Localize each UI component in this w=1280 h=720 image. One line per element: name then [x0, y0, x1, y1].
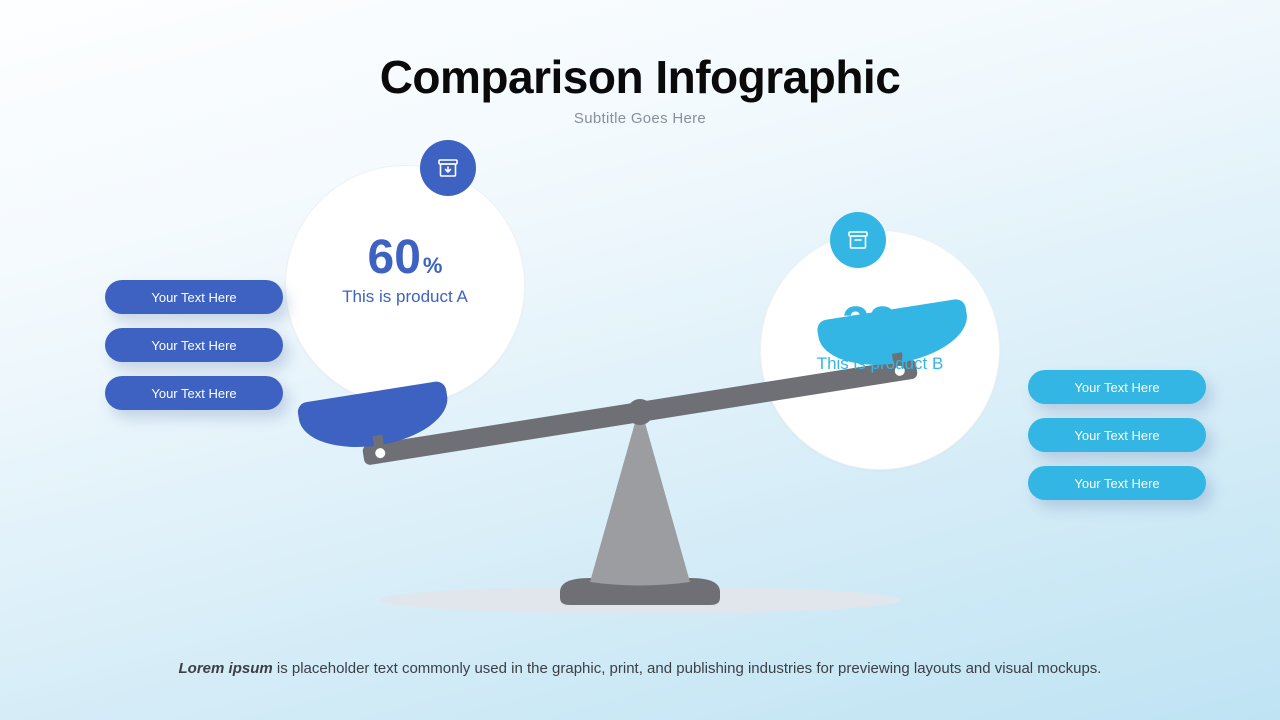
product-a-value: 60 — [368, 230, 421, 285]
footer-caption: Lorem ipsum is placeholder text commonly… — [0, 658, 1280, 681]
product-b-percent: % — [898, 320, 918, 345]
archive-icon — [846, 228, 870, 252]
product-a-metric: 60% This is product A — [285, 230, 525, 307]
pill-button[interactable]: Your Text Here — [1028, 466, 1206, 500]
page-title: Comparison Infographic — [0, 50, 1280, 104]
pill-button[interactable]: Your Text Here — [105, 280, 283, 314]
footer-lead: Lorem ipsum — [179, 660, 273, 677]
product-b-value: 33 — [843, 297, 896, 352]
page-subtitle: Subtitle Goes Here — [0, 110, 1280, 127]
product-b-badge — [830, 212, 886, 268]
infographic-stage: 60% This is product A 33% This is produc… — [0, 140, 1280, 600]
pill-button[interactable]: Your Text Here — [1028, 418, 1206, 452]
product-a-badge — [420, 140, 476, 196]
archive-download-icon — [436, 156, 460, 180]
scale-cone — [590, 405, 690, 586]
product-a-label: This is product A — [285, 287, 525, 307]
footer-rest: is placeholder text commonly used in the… — [273, 660, 1102, 677]
pill-button[interactable]: Your Text Here — [105, 328, 283, 362]
product-b-metric: 33% This is product B — [760, 297, 1000, 374]
title-block: Comparison Infographic Subtitle Goes Her… — [0, 50, 1280, 127]
scale-pivot — [627, 399, 653, 425]
product-b-label: This is product B — [760, 354, 1000, 374]
product-a-pills: Your Text Here Your Text Here Your Text … — [105, 280, 283, 410]
pill-button[interactable]: Your Text Here — [1028, 370, 1206, 404]
product-b-pills: Your Text Here Your Text Here Your Text … — [1028, 370, 1206, 500]
product-a-percent: % — [423, 253, 443, 278]
pill-button[interactable]: Your Text Here — [105, 376, 283, 410]
